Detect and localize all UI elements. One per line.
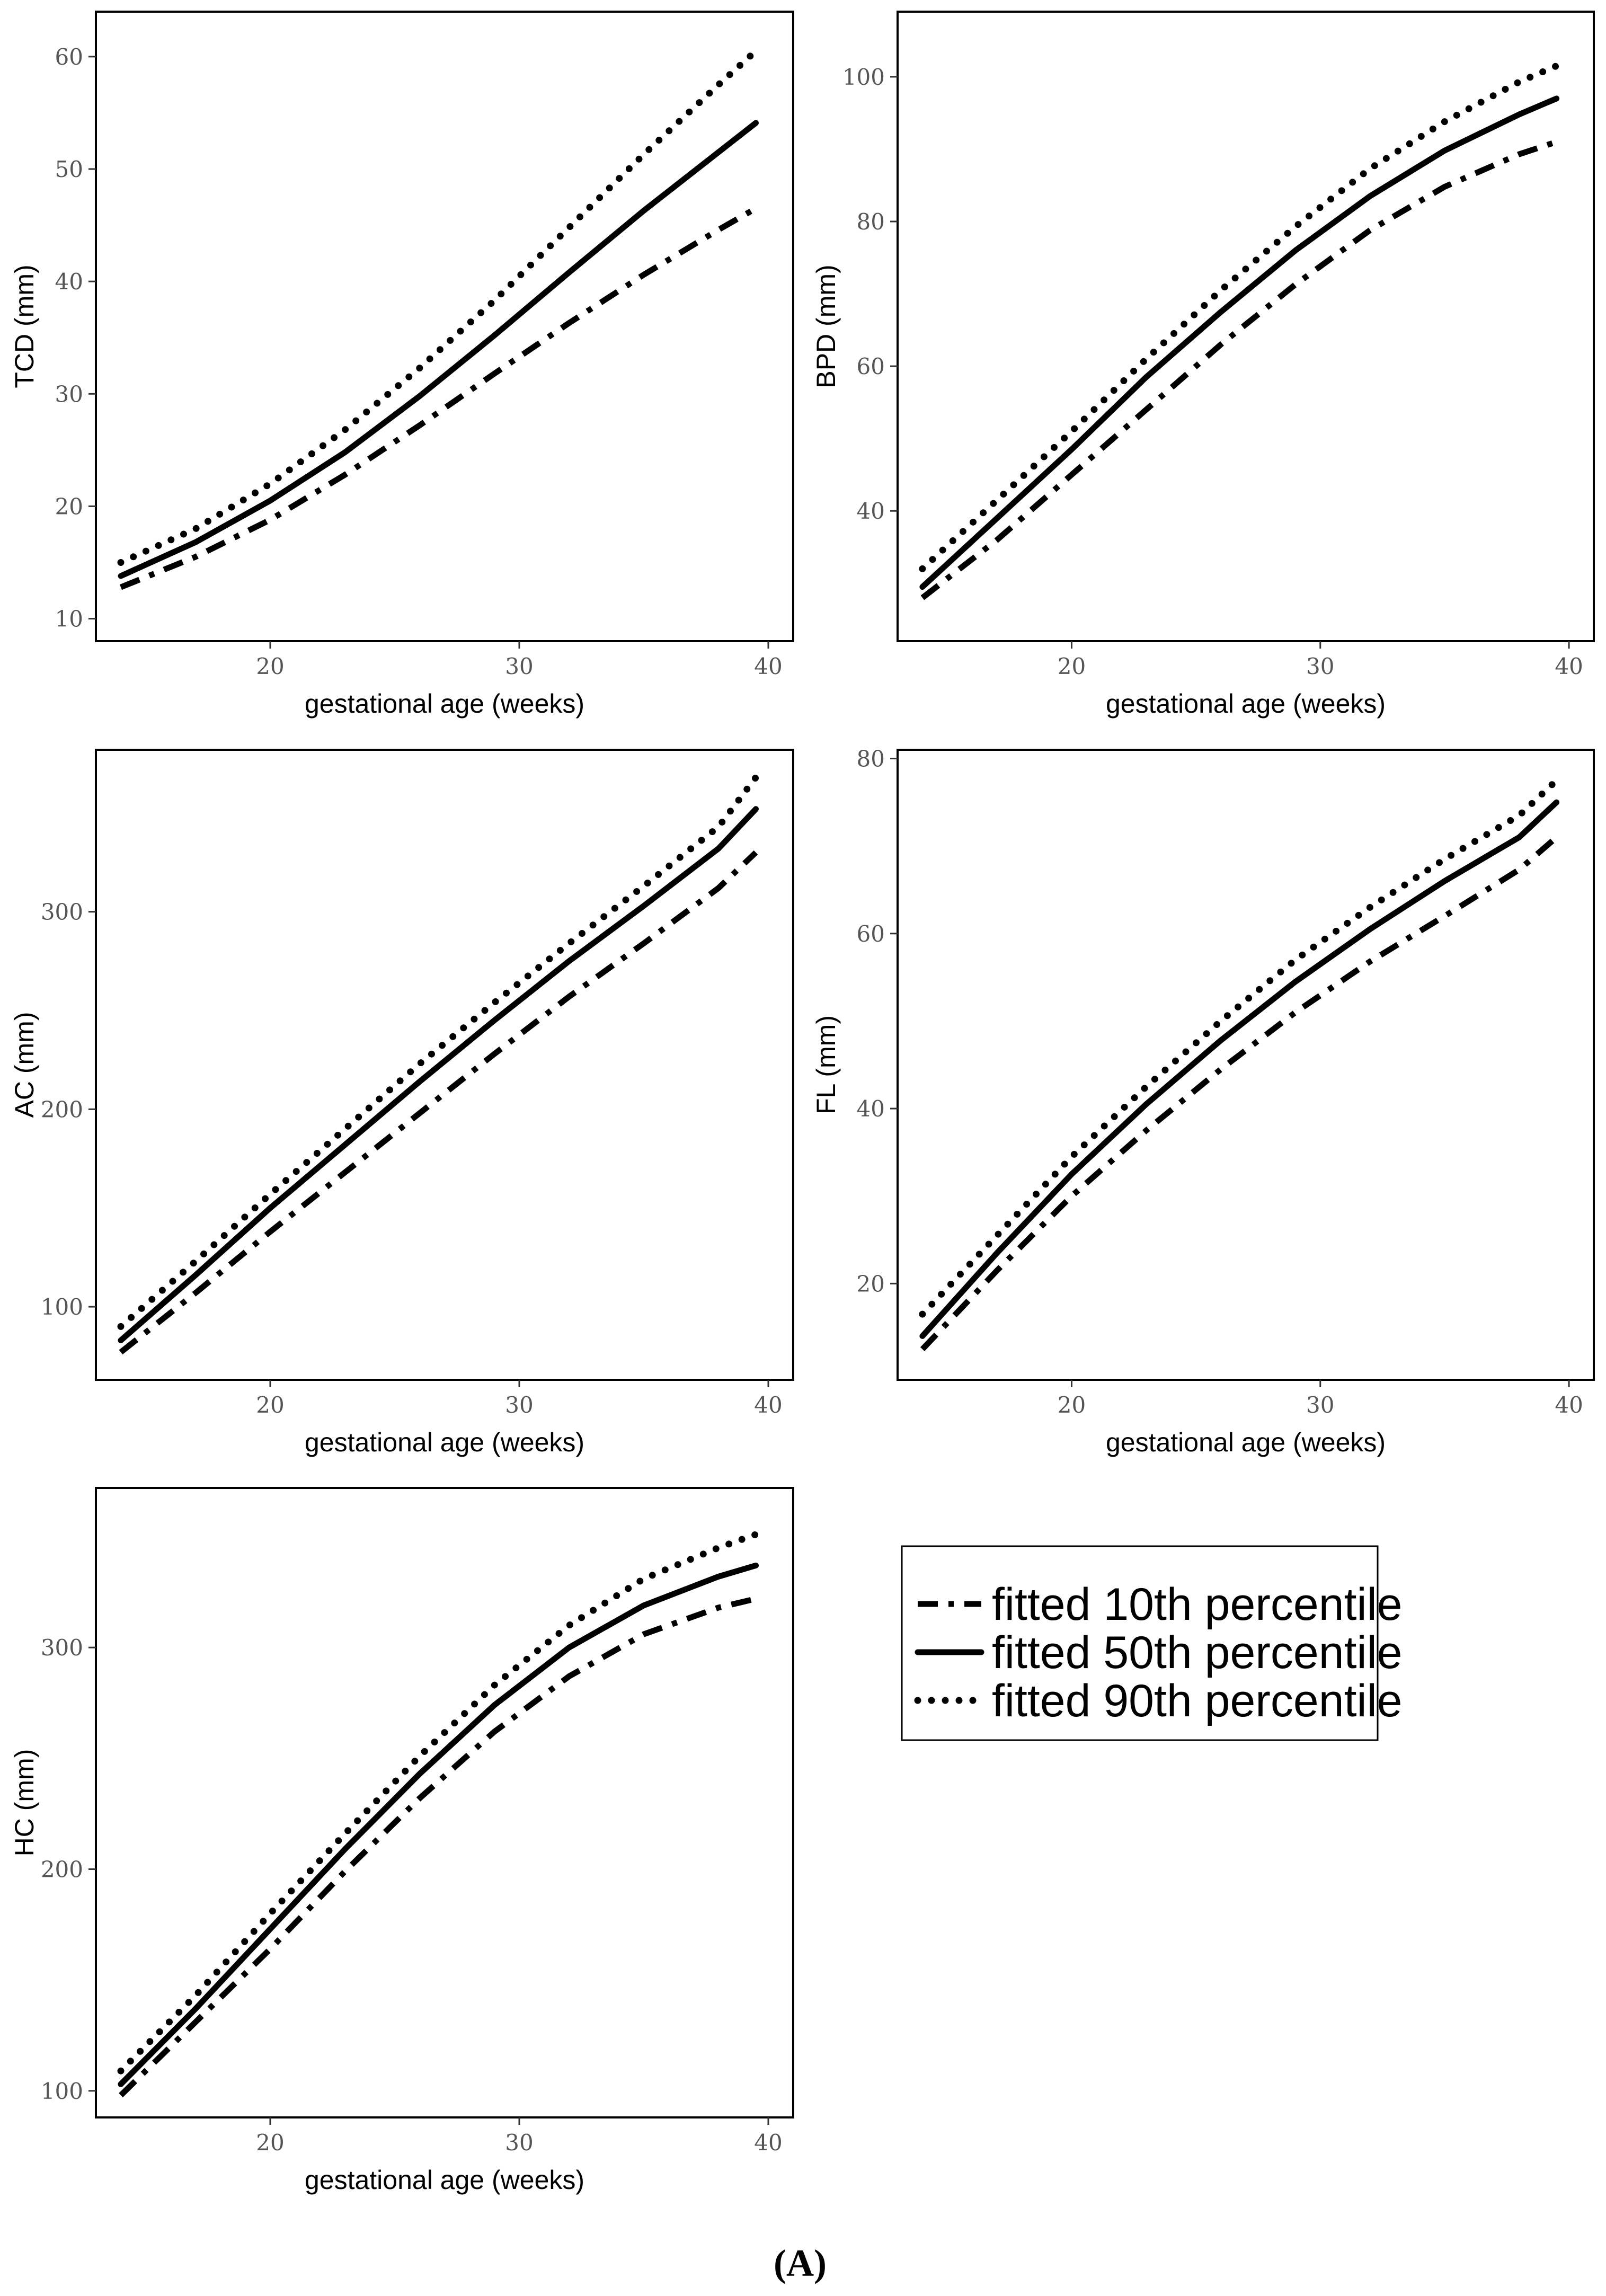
chart-panels: 10 20 30 40 50 60 20 30 40 gestational age (weeks…: [10, 11, 1595, 2195]
x-tick-label: 20: [256, 2130, 284, 2156]
x-tick-label: 20: [1058, 1392, 1086, 1418]
y-tick-label: 10: [55, 606, 83, 632]
plot-frame: [95, 749, 794, 1381]
y-axis-title: BPD (mm): [811, 264, 841, 388]
y-tick-label: 40: [55, 269, 83, 295]
x-tick-label: 20: [256, 653, 284, 679]
x-tick-label: 30: [505, 1392, 533, 1418]
chart-legend: fitted 10th percentile fitted 50th perce…: [901, 1545, 1403, 1741]
y-tick-label: 80: [857, 209, 885, 235]
x-tick-label: 40: [1555, 653, 1583, 679]
series-line-10th: [119, 1595, 757, 2098]
series-line-10th: [119, 850, 758, 1355]
plot-frame: [897, 11, 1595, 642]
x-tick-label: 20: [1058, 653, 1086, 679]
y-tick-label: 300: [41, 899, 83, 925]
series-line-90th: [117, 47, 759, 566]
series-line-90th: [117, 1531, 759, 2075]
chart-panel-hc: 100 200 300 20 30 40 gestational age (weeks) HC…: [10, 1487, 794, 2195]
y-tick-label: 100: [41, 2078, 83, 2104]
series-line-10th: [920, 835, 1559, 1351]
x-tick-label: 30: [1306, 653, 1334, 679]
x-axis-title: gestational age (weeks): [305, 689, 584, 719]
plot-frame: [95, 1487, 794, 2118]
y-tick-label: 300: [41, 1635, 83, 1661]
y-tick-label: 40: [857, 498, 885, 524]
series-line-90th: [919, 777, 1560, 1318]
y-axis-title: TCD (mm): [10, 264, 39, 388]
x-tick-label: 20: [256, 1392, 284, 1418]
y-axis-title: HC (mm): [10, 1749, 39, 1857]
y-tick-label: 100: [842, 64, 885, 90]
series-line-10th: [920, 139, 1558, 600]
y-tick-label: 60: [857, 353, 885, 379]
x-tick-label: 30: [505, 653, 533, 679]
legend-label-90th: fitted 90th percentile: [992, 1676, 1403, 1726]
x-tick-label: 30: [505, 2130, 533, 2156]
series-line-10th: [119, 206, 758, 590]
y-tick-label: 20: [55, 493, 83, 519]
y-tick-label: 20: [857, 1271, 885, 1297]
y-tick-label: 200: [41, 1856, 83, 1882]
y-axis-title: AC (mm): [10, 1012, 39, 1118]
x-tick-label: 40: [754, 2130, 782, 2156]
y-tick-label: 60: [857, 921, 885, 947]
series-line-50th: [118, 806, 759, 1343]
series-line-90th: [919, 62, 1560, 572]
series-line-50th: [118, 1562, 759, 2087]
plot-frame: [897, 749, 1595, 1381]
chart-panel-tcd: 10 20 30 40 50 60 20 30 40 gestational age (weeks…: [10, 11, 794, 719]
figure-caption: (A): [774, 2242, 827, 2284]
x-axis-title: gestational age (weeks): [1106, 1428, 1386, 1457]
series-line-50th: [919, 799, 1560, 1339]
y-tick-label: 50: [55, 156, 83, 182]
x-tick-label: 30: [1306, 1392, 1334, 1418]
series-line-50th: [919, 95, 1560, 590]
x-axis-title: gestational age (weeks): [305, 2165, 584, 2195]
chart-panel-bpd: 40 60 80 100 20 30 40 gestational age (weeks) BP…: [811, 11, 1595, 719]
y-tick-label: 100: [41, 1294, 83, 1320]
series-line-90th: [117, 774, 759, 1330]
x-tick-label: 40: [1555, 1392, 1583, 1418]
chart-panel-fl: 20 40 60 80 20 30 40 gestational age (weeks) FL …: [811, 746, 1595, 1457]
y-tick-label: 40: [857, 1096, 885, 1122]
x-axis-title: gestational age (weeks): [305, 1428, 584, 1457]
legend-box: [901, 1545, 1379, 1741]
legend-label-50th: fitted 50th percentile: [992, 1627, 1403, 1678]
chart-panel-ac: 100 200 300 20 30 40 gestational age (weeks) AC…: [10, 749, 794, 1457]
x-tick-label: 40: [754, 1392, 782, 1418]
y-tick-label: 60: [55, 44, 83, 70]
x-axis-title: gestational age (weeks): [1106, 689, 1386, 719]
y-axis-title: FL (mm): [811, 1015, 841, 1114]
x-tick-label: 40: [754, 653, 782, 679]
y-tick-label: 80: [857, 746, 885, 772]
y-tick-label: 30: [55, 381, 83, 407]
plot-frame: [95, 11, 794, 642]
y-tick-label: 200: [41, 1096, 83, 1122]
series-line-50th: [118, 120, 759, 579]
legend-label-10th: fitted 10th percentile: [992, 1579, 1403, 1630]
